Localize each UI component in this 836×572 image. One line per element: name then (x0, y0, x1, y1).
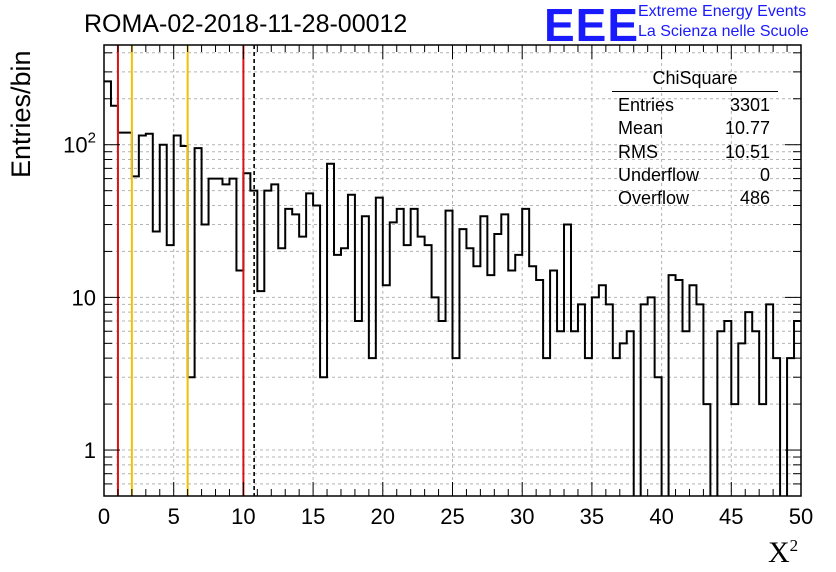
stats-value: 10.77 (724, 118, 770, 139)
stats-label: Entries (618, 95, 675, 115)
y-tick-label: 102 (63, 130, 96, 158)
x-tick-label: 20 (371, 504, 395, 529)
x-tick-label: 35 (580, 504, 604, 529)
y-axis-label: Entries/bin (6, 50, 36, 178)
stats-label: Mean (618, 118, 664, 139)
x-tick-label: 45 (719, 504, 743, 529)
chart-title: ROMA-02-2018-11-28-00012 (84, 10, 408, 38)
stats-row-entries: Entries 3301 (612, 94, 778, 117)
stats-box: ChiSquare Entries 3301 Mean 10.77 RMS 10.51… (612, 68, 778, 210)
stats-row-mean: Mean 10.77 (612, 117, 778, 140)
stats-value: 10.51 (724, 141, 770, 162)
x-tick-label: 25 (440, 504, 464, 529)
stats-value: 0 (759, 164, 770, 185)
stats-value: 3301 (729, 95, 770, 115)
x-tick-label: 30 (510, 504, 534, 529)
x-axis-label-sup: 2 (789, 536, 799, 555)
y-tick-label: 1 (84, 438, 96, 463)
x-tick-label: 10 (231, 504, 255, 529)
stats-row-overflow: Overflow 486 (612, 187, 778, 210)
stats-title: ChiSquare (612, 68, 778, 92)
x-tick-label: 5 (168, 504, 180, 529)
x-tick-label: 40 (649, 504, 673, 529)
x-tick-label: 50 (789, 504, 813, 529)
stats-label: Underflow (618, 164, 700, 185)
stats-label: Overflow (618, 188, 690, 209)
x-tick-label: 0 (98, 504, 110, 529)
logo-subtitle-line1: Extreme Energy Events (638, 3, 807, 20)
stats-row-rms: RMS 10.51 (612, 141, 778, 164)
stats-row-underflow: Underflow 0 (612, 164, 778, 187)
x-axis-label-base: X (768, 536, 790, 569)
x-tick-label: 15 (301, 504, 325, 529)
logo-subtitle-line2: La Scienza nelle Scuole (638, 23, 809, 40)
x-axis-label: X2 (768, 536, 798, 570)
stats-label: RMS (618, 141, 658, 162)
eee-logo: EEE (544, 0, 640, 51)
y-tick-label: 10 (72, 285, 96, 310)
stats-value: 486 (739, 188, 770, 209)
